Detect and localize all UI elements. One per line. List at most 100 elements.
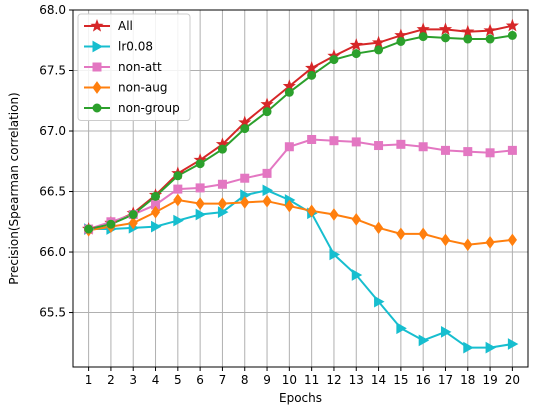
y-tick-label: 68.0 [39,3,66,17]
x-tick-label: 18 [460,373,475,387]
point-lr0-08 [374,295,385,308]
point-non-group [106,219,116,229]
y-tick-label: 66.5 [39,185,66,199]
legend-marker-all [90,19,104,32]
point-non-group [262,107,272,117]
x-tick-label: 2 [107,373,115,387]
point-non-att [329,136,339,146]
point-non-aug [173,193,183,207]
point-non-att [463,147,473,157]
point-lr0-08 [173,214,184,227]
point-all [305,61,319,74]
point-non-aug [440,233,451,247]
point-non-aug [373,221,384,235]
point-non-att [307,134,317,144]
point-non-aug [351,213,361,226]
point-non-att [217,179,227,189]
point-non-aug [507,233,518,247]
x-axis-label: Epochs [279,391,322,405]
y-axis-label: Precision(Spearman correlation) [7,92,21,284]
point-non-group [351,49,361,59]
point-non-att [240,173,250,183]
legend-label: non-aug [118,81,167,95]
x-tick-label: 7 [219,373,227,387]
point-non-att [396,139,406,149]
point-non-aug [463,238,473,252]
legend-label: non-group [118,101,180,115]
x-tick-label: 13 [349,373,364,387]
point-non-att [507,145,517,155]
x-tick-label: 3 [129,373,137,387]
x-tick-label: 8 [241,373,249,387]
point-all [438,22,453,35]
point-lr0-08 [151,220,162,233]
y-tick-label: 65.5 [39,306,66,320]
point-non-group [507,30,517,40]
point-non-group [307,70,317,80]
point-lr0-08 [463,341,474,354]
point-non-att [173,184,183,194]
point-non-group [217,144,227,154]
point-non-group [463,34,473,44]
y-tick-label: 67.0 [39,124,66,138]
point-non-group [440,33,450,43]
point-non-aug [396,227,406,241]
point-non-group [240,124,250,134]
point-non-group [418,32,428,42]
grid-lines [73,9,528,367]
legend-marker-non-att [92,62,102,72]
plot-frame [72,9,529,368]
point-non-group [84,224,94,234]
x-tick-label: 1 [85,373,93,387]
point-non-group [485,34,495,44]
point-non-aug [284,199,294,213]
point-lr0-08 [351,269,363,281]
point-all [483,23,497,37]
point-non-aug [217,197,228,210]
point-non-group [396,36,406,46]
point-non-aug [240,196,250,209]
point-non-aug [485,236,495,249]
x-tick-label: 15 [393,373,408,387]
legend-marker-non-group [92,103,102,113]
point-all [416,22,430,35]
point-lr0-08 [485,341,497,354]
point-all [461,24,475,38]
point-non-att [195,183,205,193]
point-non-aug [150,205,161,219]
legend-label: non-att [118,60,162,74]
point-non-att [440,145,450,155]
x-tick-label: 14 [371,373,386,387]
point-all [349,38,363,51]
y-tick-label: 66.0 [39,245,66,259]
x-tick-label: 16 [416,373,431,387]
legend-box [77,13,191,121]
point-lr0-08 [418,334,430,347]
x-tick-label: 6 [196,373,204,387]
point-non-att [418,142,428,152]
legend-marker-non-aug [92,81,102,94]
point-all [505,18,519,32]
point-lr0-08 [440,326,452,338]
x-tick-label: 4 [152,373,160,387]
point-non-group [195,159,205,169]
point-non-group [173,171,183,181]
point-non-att [374,141,384,151]
x-tick-label: 19 [482,373,497,387]
legend: All lr0.08 non-att non-aug non-group [77,13,191,121]
series-markers [82,18,519,354]
legend-label: All [118,19,133,33]
x-tick-label: 12 [326,373,341,387]
point-all [260,97,274,111]
x-tick-label: 20 [505,373,520,387]
point-non-aug [128,216,138,230]
x-tick-label: 9 [263,373,271,387]
point-all [371,35,386,49]
x-tick-label: 10 [282,373,297,387]
legend-marker-lr0-08 [92,40,104,53]
point-non-aug [307,204,317,218]
x-axis-ticks: 1 2 3 4 5 6 7 8 9 10 11 12 13 14 15 16 17 18 19 20 [85,367,520,387]
point-non-aug [262,194,272,208]
point-lr0-08 [396,322,407,335]
